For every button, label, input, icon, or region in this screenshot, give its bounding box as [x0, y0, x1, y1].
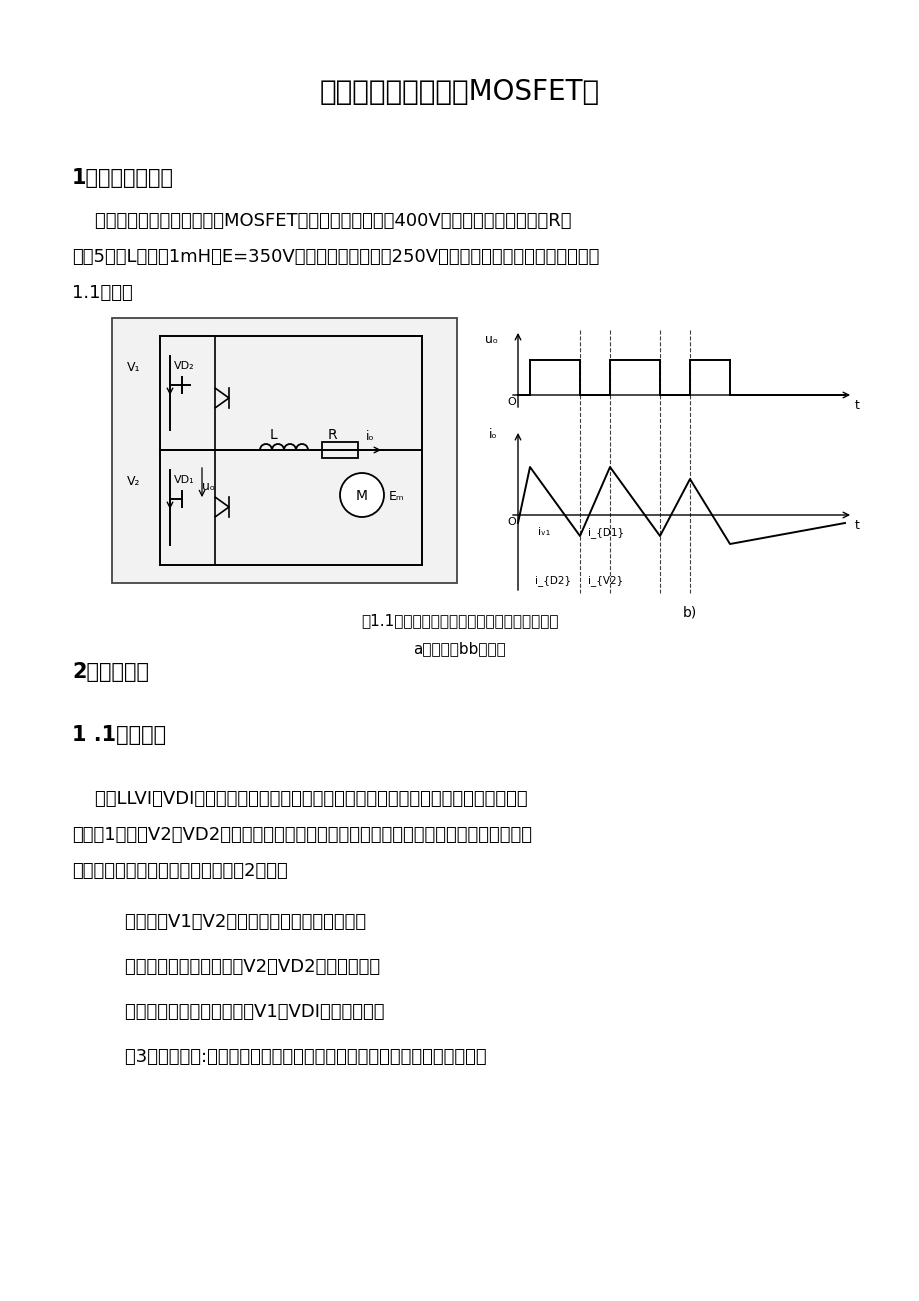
Text: uₒ: uₒ — [484, 333, 497, 346]
Text: R: R — [328, 428, 337, 442]
Text: 电流可逆斩波电路（MOSFET）: 电流可逆斩波电路（MOSFET） — [320, 78, 599, 105]
Text: uₒ: uₒ — [202, 480, 215, 493]
Text: L: L — [269, 428, 278, 442]
Text: i_{D2}: i_{D2} — [535, 575, 571, 585]
Text: 2原理和参数: 2原理和参数 — [72, 662, 149, 682]
Text: a）电路图bb）波形: a）电路图bb）波形 — [414, 641, 505, 656]
Text: 只作降压斩波器运行时，V2和VD2总处于断态；: 只作降压斩波器运行时，V2和VD2总处于断态； — [102, 958, 380, 976]
Text: 只作升压斩波器运行时，则V1和VDI总处于断态；: 只作升压斩波器运行时，则V1和VDI总处于断态； — [102, 1003, 384, 1021]
Text: O: O — [506, 516, 516, 527]
Text: M: M — [356, 489, 368, 503]
Text: VD₁: VD₁ — [174, 475, 195, 485]
Text: iₒ: iₒ — [489, 428, 497, 441]
Text: iᵥ₁: iᵥ₁ — [538, 527, 550, 537]
Text: 必须防止V1和V2同时导通而导致的电源短路。: 必须防止V1和V2同时导通而导致的电源短路。 — [102, 913, 366, 932]
Text: t: t — [854, 399, 859, 412]
Text: iₒ: iₒ — [366, 431, 374, 444]
Text: 如图LLVI和VDI构成降压斩波电路，由电源向直流电动机供电，电动机为电动运行，工: 如图LLVI和VDI构成降压斩波电路，由电源向直流电动机供电，电动机为电动运行，… — [72, 790, 528, 808]
Text: b): b) — [682, 605, 697, 619]
Circle shape — [340, 474, 383, 516]
Text: Eₘ: Eₘ — [389, 490, 404, 503]
Text: i_{V2}: i_{V2} — [587, 575, 622, 585]
Text: V₂: V₂ — [127, 475, 141, 488]
Text: O: O — [506, 397, 516, 407]
Text: 作于第1象限；V2和VD2构成升压斩波电路，把直流电动机的动能转变为电能反馈到电源，: 作于第1象限；V2和VD2构成升压斩波电路，把直流电动机的动能转变为电能反馈到电… — [72, 826, 531, 844]
Bar — [322, 442, 357, 458]
Text: 第3种工作方式:一个周期内交替地作为降压斩波电路和升压斩波电路工作。: 第3种工作方式:一个周期内交替地作为降压斩波电路和升压斩波电路工作。 — [102, 1049, 486, 1066]
Text: 使电动机作再生制动运行，工作于第2象限。: 使电动机作再生制动运行，工作于第2象限。 — [72, 863, 288, 879]
Text: 1.1所示。: 1.1所示。 — [72, 284, 132, 302]
Text: 1设计要求与方案: 1设计要求与方案 — [72, 168, 174, 189]
Text: V₁: V₁ — [127, 360, 141, 373]
Text: t: t — [854, 519, 859, 532]
Text: 値为5。、L的値为1mH、E=350V，斩波电路输出电压250V。电流可逆斩波主电路原理图如图: 値为5。、L的値为1mH、E=350V，斩波电路输出电压250V。电流可逆斩波主… — [72, 248, 598, 265]
Bar — [112, 317, 457, 583]
Text: VD₂: VD₂ — [174, 360, 195, 371]
Text: 设计一电流可逆斩波电路（MOSFET），已知电源电压为400V，反电动势负载，其中R的: 设计一电流可逆斩波电路（MOSFET），已知电源电压为400V，反电动势负载，其… — [72, 212, 571, 230]
Text: 1 .1设计原理: 1 .1设计原理 — [72, 725, 166, 745]
Text: 图1.1电流可逆斩波电路的原理图及其工作波形: 图1.1电流可逆斩波电路的原理图及其工作波形 — [361, 613, 558, 628]
Text: i_{D1}: i_{D1} — [587, 527, 623, 537]
